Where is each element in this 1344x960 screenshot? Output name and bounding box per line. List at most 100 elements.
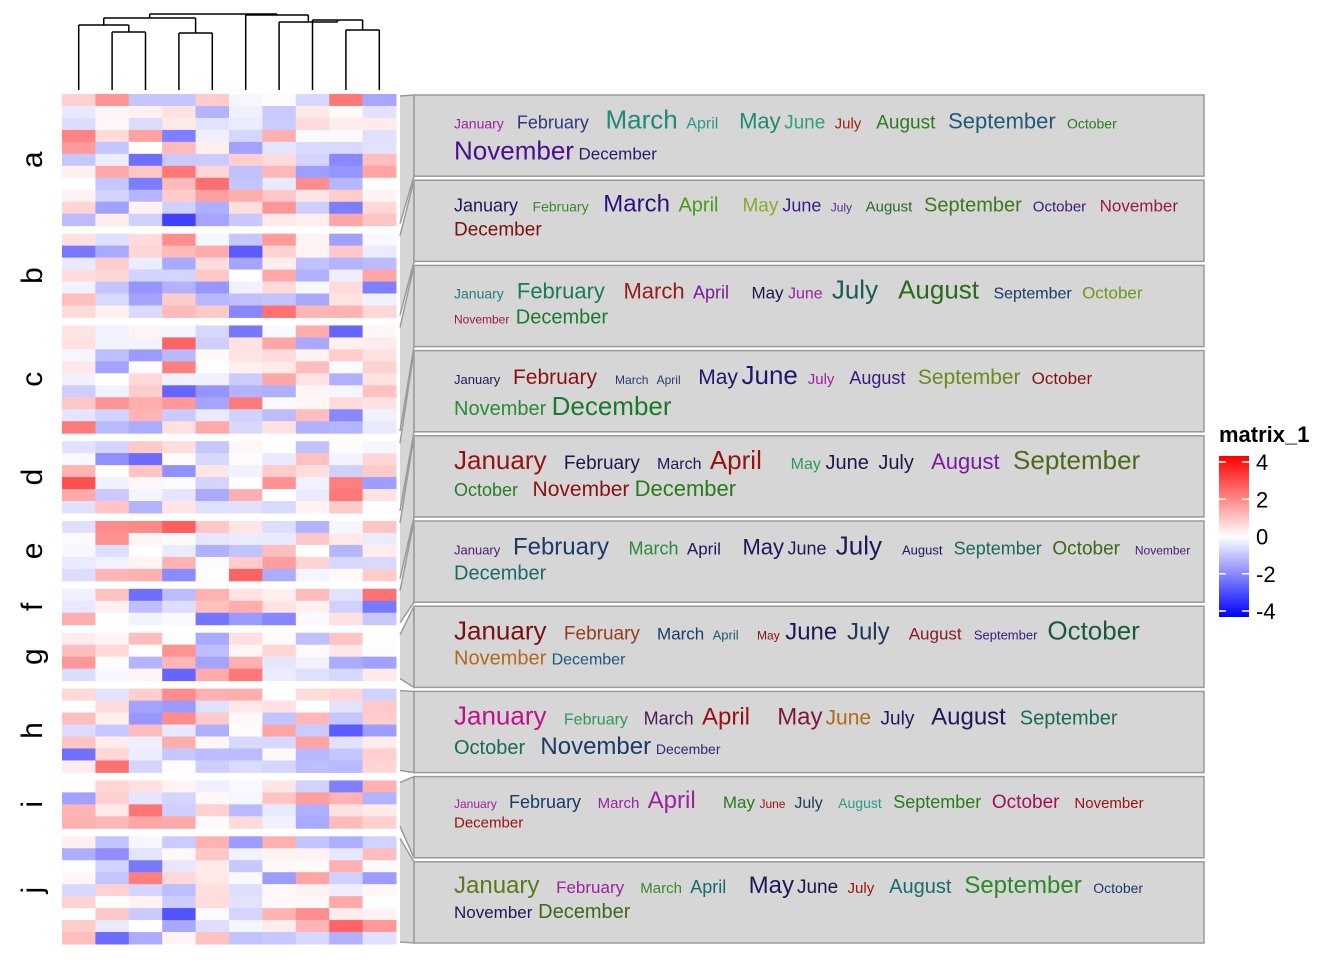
heatmap-cell xyxy=(128,361,163,374)
heatmap-cell xyxy=(362,453,397,466)
month-word: November xyxy=(454,648,547,670)
heatmap-cell xyxy=(295,117,330,131)
heatmap-cell xyxy=(162,361,197,374)
heatmap-cell xyxy=(162,736,197,749)
heatmap-cell xyxy=(362,373,397,386)
heatmap-cell xyxy=(62,233,96,247)
heatmap-cell xyxy=(229,397,263,410)
heatmap-cell xyxy=(162,257,197,271)
heatmap-cell xyxy=(262,532,297,546)
heatmap-cell xyxy=(262,588,297,602)
heatmap-cell xyxy=(262,105,297,119)
heatmap-cell xyxy=(128,189,163,203)
heatmap-cell xyxy=(95,189,130,203)
heatmap-cell xyxy=(262,245,297,259)
heatmap-cell xyxy=(362,325,397,338)
heatmap-cell xyxy=(295,836,330,849)
heatmap-cell xyxy=(362,305,397,318)
heatmap-cell xyxy=(95,465,130,478)
heatmap-cell xyxy=(229,656,263,670)
heatmap-cell xyxy=(329,269,364,283)
heatmap-cell xyxy=(329,153,364,167)
heatmap-cell xyxy=(162,349,197,362)
month-word: October xyxy=(454,737,525,759)
heatmap-cell xyxy=(128,632,163,646)
heatmap-cell xyxy=(195,780,230,793)
heatmap-cell xyxy=(95,656,130,670)
heatmap-cell xyxy=(295,816,330,829)
heatmap-cell xyxy=(195,153,230,167)
heatmap-cell xyxy=(62,337,96,350)
heatmap-cell xyxy=(229,760,263,773)
month-word: April xyxy=(702,704,750,731)
heatmap-cell xyxy=(362,668,397,682)
month-word: June xyxy=(826,707,872,730)
month-word: October xyxy=(1093,880,1143,896)
heatmap-cell xyxy=(329,245,364,259)
heatmap-cell xyxy=(229,644,263,658)
heatmap-cell xyxy=(362,465,397,478)
heatmap-cell xyxy=(295,233,330,247)
heatmap-cell xyxy=(62,544,96,558)
heatmap-cell xyxy=(229,349,263,362)
heatmap-cell xyxy=(362,780,397,793)
heatmap-cell xyxy=(262,600,297,614)
heatmap-cell xyxy=(262,932,297,945)
heatmap-cell xyxy=(62,165,96,179)
heatmap-cell xyxy=(329,920,364,933)
heatmap-cell xyxy=(195,872,230,885)
heatmap-cell xyxy=(162,409,197,422)
heatmap-cell xyxy=(329,141,364,155)
heatmap-cell xyxy=(62,896,96,909)
heatmap-cell xyxy=(229,501,263,514)
heatmap-cell xyxy=(329,836,364,849)
heatmap-cell xyxy=(295,465,330,478)
legend-tick-label: 4 xyxy=(1256,450,1268,475)
heatmap-cell xyxy=(162,568,197,582)
row-group-label: e xyxy=(16,543,49,560)
heatmap-cell xyxy=(95,373,130,386)
heatmap-cell xyxy=(162,501,197,514)
heatmap-cell xyxy=(162,600,197,614)
annotation-link-lines xyxy=(399,94,415,944)
heatmap-cell xyxy=(262,568,297,582)
heatmap-cell xyxy=(262,421,297,434)
heatmap-cell xyxy=(329,177,364,191)
heatmap-cell xyxy=(295,860,330,873)
heatmap-cell xyxy=(295,257,330,271)
heatmap-cell xyxy=(295,269,330,283)
heatmap-cell xyxy=(362,736,397,749)
heatmap-cell xyxy=(329,305,364,318)
heatmap-cell xyxy=(95,489,130,502)
month-word: November xyxy=(533,478,630,501)
heatmap-cell xyxy=(162,532,197,546)
heatmap-cell xyxy=(95,780,130,793)
heatmap-cell xyxy=(362,337,397,350)
heatmap-cell xyxy=(229,668,263,682)
heatmap-cell xyxy=(128,556,163,570)
month-word: May xyxy=(742,195,778,216)
heatmap-cell xyxy=(95,325,130,338)
heatmap-cell xyxy=(295,520,330,534)
month-word: August xyxy=(931,449,1000,474)
heatmap-cell xyxy=(62,712,96,726)
heatmap-cell xyxy=(295,165,330,179)
month-word: April xyxy=(690,877,726,897)
heatmap-cell xyxy=(62,385,96,398)
heatmap-cell xyxy=(128,129,163,143)
row-group-label: d xyxy=(16,469,49,486)
month-word: December xyxy=(454,815,523,832)
month-word: February xyxy=(513,366,598,389)
heatmap-cell xyxy=(295,760,330,773)
heatmap-cell xyxy=(362,141,397,155)
heatmap-cell xyxy=(229,213,263,227)
heatmap-cell xyxy=(95,385,130,398)
heatmap-cell xyxy=(195,213,230,227)
heatmap-cell xyxy=(195,656,230,670)
heatmap-cell xyxy=(62,281,96,295)
heatmap-cell xyxy=(362,293,397,306)
heatmap-cell xyxy=(229,600,263,614)
month-word: December xyxy=(578,145,657,164)
heatmap-cell xyxy=(329,465,364,478)
heatmap-cell xyxy=(128,884,163,897)
